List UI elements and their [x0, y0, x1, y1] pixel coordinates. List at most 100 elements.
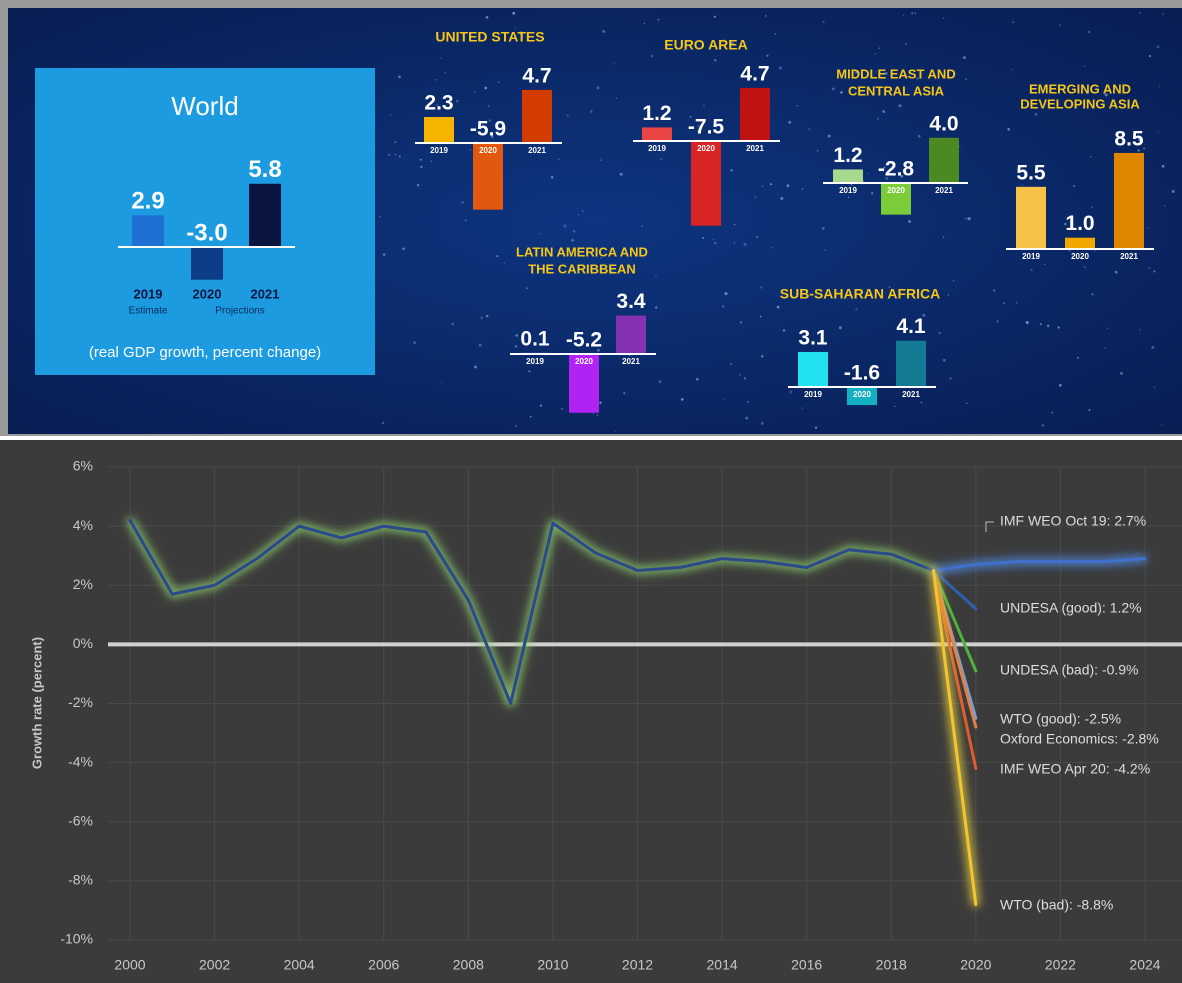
dot	[689, 115, 692, 118]
panel-title: EMERGING AND	[1029, 81, 1131, 96]
dot	[566, 114, 569, 117]
dot	[755, 235, 759, 239]
y-tick-label: 6%	[73, 458, 93, 474]
x-tick-label: 2006	[368, 957, 399, 973]
dot	[827, 134, 831, 138]
dot	[947, 294, 950, 296]
dot	[771, 246, 774, 249]
dot	[920, 401, 923, 404]
dot	[1106, 327, 1109, 330]
dot	[963, 56, 966, 59]
dot	[730, 169, 733, 172]
dot	[1087, 30, 1091, 34]
x-tick-label: 2022	[1045, 957, 1076, 973]
dot	[1076, 356, 1079, 359]
value-label: 8.5	[1114, 127, 1144, 150]
dot	[743, 377, 747, 380]
value-label: -3.0	[186, 219, 227, 246]
dot	[908, 220, 912, 224]
value-label: 1.2	[833, 144, 862, 167]
dot	[1051, 411, 1054, 414]
dot	[967, 217, 971, 221]
dot	[515, 334, 519, 337]
dot	[610, 271, 613, 274]
category-label: 2019	[430, 146, 448, 155]
dot	[1139, 11, 1141, 14]
dot	[916, 77, 919, 80]
dot	[1058, 383, 1062, 387]
dot	[848, 288, 851, 291]
value-label: 1.0	[1065, 212, 1094, 235]
dot	[922, 313, 926, 317]
bar	[642, 127, 672, 141]
category-label: 2020	[479, 146, 497, 155]
dot	[485, 16, 489, 19]
dot	[419, 158, 422, 161]
series-line	[932, 557, 1147, 572]
dot	[780, 196, 784, 200]
dot	[764, 15, 767, 17]
dot	[597, 348, 600, 352]
dot	[1039, 323, 1043, 326]
dot	[721, 304, 725, 308]
dot	[650, 54, 654, 58]
dot	[515, 424, 518, 428]
bar	[191, 247, 223, 280]
leader-line	[985, 521, 994, 532]
series-line	[932, 568, 978, 907]
category-label: 2021	[622, 357, 640, 366]
y-tick-label: 4%	[73, 517, 93, 533]
panel-title: EURO AREA	[664, 37, 748, 53]
category-label: 2019	[804, 390, 822, 399]
dot	[1083, 266, 1086, 268]
dot	[600, 257, 602, 259]
dot	[1157, 131, 1159, 133]
dot	[847, 196, 850, 198]
dot	[1104, 93, 1108, 97]
bar	[616, 315, 646, 354]
dot	[1146, 227, 1149, 229]
dot	[655, 276, 657, 278]
series-label: IMF WEO Oct 19: 2.7%	[1000, 513, 1146, 529]
dot	[796, 105, 798, 107]
dot	[613, 63, 616, 65]
dot	[379, 215, 382, 218]
dot	[660, 158, 663, 160]
category-label: 2020	[575, 357, 593, 366]
x-tick-label: 2018	[876, 957, 907, 973]
dot	[550, 176, 554, 179]
category-label: 2019	[1022, 252, 1040, 261]
value-label: 4.7	[522, 64, 551, 87]
dot	[394, 140, 397, 144]
world-panel	[35, 68, 375, 375]
x-tick-label: 2000	[114, 957, 145, 973]
dot	[769, 183, 773, 186]
category-label: 2021	[746, 144, 764, 153]
dot	[888, 286, 891, 288]
dot	[444, 71, 447, 74]
y-axis-label: Growth rate (percent)	[29, 637, 44, 769]
dot	[1162, 13, 1164, 15]
value-label: 2.9	[131, 188, 164, 215]
dot	[714, 59, 717, 62]
dot	[1148, 266, 1151, 269]
dot	[774, 32, 777, 35]
dot	[589, 110, 593, 113]
series-line	[128, 518, 936, 705]
dot	[1030, 268, 1033, 272]
dot	[749, 76, 752, 79]
series-label: IMF WEO Apr 20: -4.2%	[1000, 761, 1150, 777]
bar	[1114, 152, 1144, 249]
dot	[576, 328, 579, 330]
y-tick-label: -4%	[68, 753, 93, 769]
bar	[798, 351, 828, 387]
panel-title: MIDDLE EAST AND	[836, 66, 955, 81]
category-label: 2021	[251, 286, 280, 301]
y-tick-label: 2%	[73, 576, 93, 592]
dot	[740, 321, 743, 324]
dot	[1171, 189, 1175, 193]
dot	[855, 70, 858, 74]
dot	[724, 292, 728, 296]
dot	[1063, 222, 1067, 226]
x-tick-label: 2012	[622, 957, 653, 973]
